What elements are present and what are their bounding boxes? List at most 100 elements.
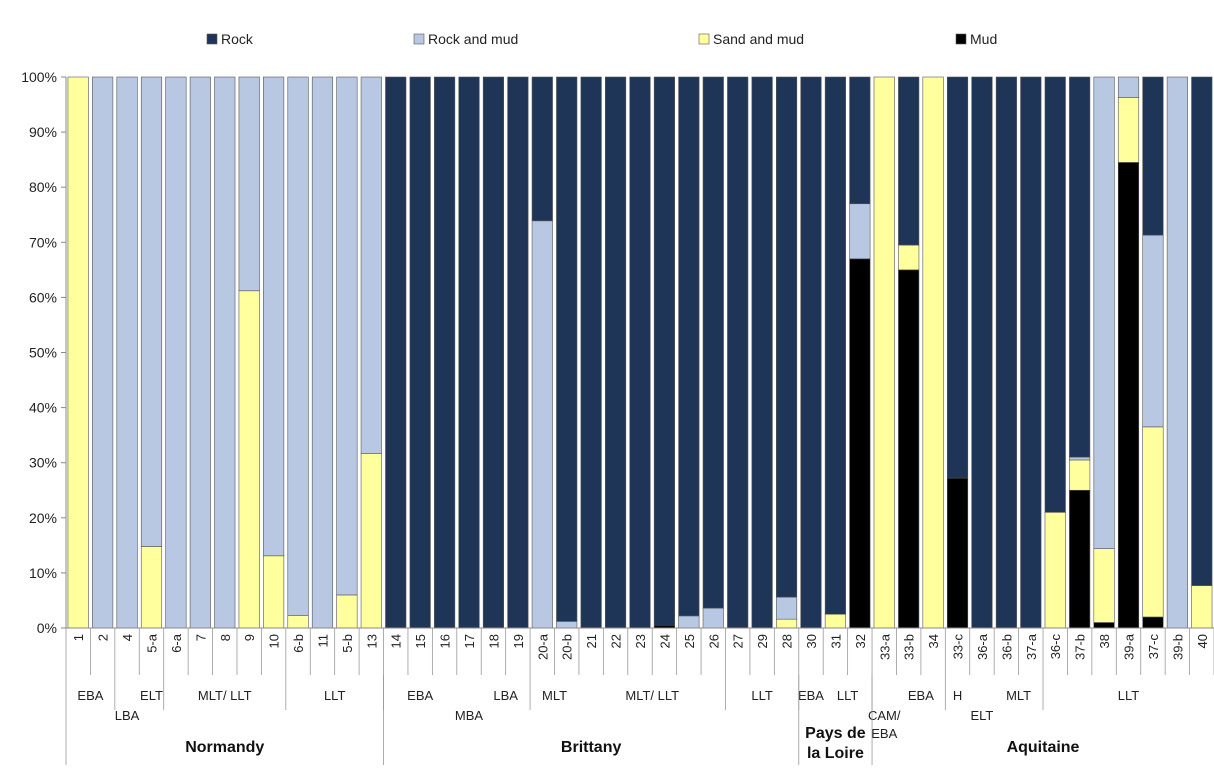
x-tick-label: 30 [804, 634, 819, 648]
region-label: Pays de [805, 725, 866, 742]
legend-label: Rock and mud [428, 31, 518, 47]
bar-segment-sand [360, 453, 382, 629]
x-tick-label: 14 [389, 634, 404, 648]
x-tick-label: 18 [486, 634, 501, 648]
period-label: LBA [115, 708, 140, 723]
bar-segment-rockmud [1142, 234, 1164, 428]
bar-segment-rockmud [531, 220, 553, 629]
bar-segment-rockmud [556, 621, 578, 629]
bar-segment-rock [458, 76, 480, 629]
x-tick-label: 29 [755, 634, 770, 648]
period-label: MLT/ LLT [198, 688, 252, 703]
bar-segment-sand [1142, 426, 1164, 618]
bar-segment-sand [140, 546, 163, 629]
legend-label: Mud [970, 31, 997, 47]
bar-segment-sand [775, 618, 798, 629]
x-tick-label: 27 [731, 634, 746, 648]
x-tick-label: 32 [853, 634, 868, 648]
bar-segment-rockmud [702, 607, 724, 629]
period-label: ELT [971, 708, 994, 723]
period-label: H [953, 688, 962, 703]
bar-segment-rock [751, 76, 773, 629]
x-tick-label: 39-a [1122, 633, 1137, 660]
bar-segment-sand [1093, 548, 1115, 623]
x-tick-label: 20-a [535, 633, 550, 660]
bar-segment-sand [898, 244, 920, 271]
x-tick-label: 11 [315, 634, 330, 648]
y-tick-label: 60% [29, 289, 57, 305]
bar-segment-rockmud [1093, 76, 1115, 549]
legend: Rock Rock and mud Sand and mud Mud [206, 31, 997, 47]
bar-segment-rockmud [1166, 76, 1188, 629]
bar-segment-mud [1142, 616, 1164, 629]
period-label: EBA [871, 726, 897, 741]
x-tick-label: 9 [242, 634, 257, 641]
y-tick-label: 30% [29, 455, 57, 471]
bar-segment-sand [67, 76, 89, 629]
x-tick-label: 23 [633, 634, 648, 648]
region-label: Aquitaine [1007, 739, 1080, 756]
legend-swatch [413, 33, 425, 45]
x-tick-label: 25 [682, 634, 697, 648]
bar-segment-rock [775, 76, 798, 598]
y-tick-label: 40% [29, 400, 57, 416]
period-label: MLT [1006, 688, 1031, 703]
bar-segment-rockmud [189, 76, 211, 629]
bar-segment-mud [1069, 489, 1091, 629]
x-tick-label: 40 [1195, 634, 1210, 648]
legend-swatch [206, 33, 218, 45]
x-tick-label: 5-a [144, 633, 159, 653]
bar-segment-sand [1069, 459, 1091, 491]
bar-segment-rock [482, 76, 505, 629]
bar-segment-rock [385, 76, 407, 629]
bar-segment-rockmud [165, 76, 187, 629]
y-tick-label: 90% [29, 124, 57, 140]
x-tick-label: 33-a [877, 633, 892, 660]
bar-segment-rockmud [336, 76, 358, 596]
x-tick-label: 6-a [169, 633, 184, 653]
bars [67, 76, 1213, 629]
period-label: LLT [324, 688, 345, 703]
x-tick-label: 33-b [902, 634, 917, 660]
bar-segment-rock [1142, 76, 1164, 236]
period-label: CAM/ [868, 708, 901, 723]
bar-segment-sand [873, 76, 895, 629]
x-tick-label: 15 [413, 634, 428, 648]
x-tick-label: 36-b [999, 634, 1014, 660]
x-tick-label: 5-b [340, 634, 355, 653]
bar-segment-rock [556, 76, 578, 622]
legend-swatch [698, 33, 710, 45]
bar-segment-rock [946, 76, 969, 479]
bar-segment-sand [287, 615, 309, 629]
region-label: Normandy [185, 739, 264, 756]
x-tick-label: 2 [96, 634, 111, 641]
bar-segment-rock [1044, 76, 1066, 513]
x-tick-label: 19 [511, 634, 526, 648]
x-axis: 1 2 4 5-a 6-a 7 8 9 10 6-b 11 5-b 13 14 15 16 17 18 19 20-a… [65, 627, 1214, 675]
bar-segment-rock [653, 76, 675, 626]
bar-segment-sand [238, 290, 260, 629]
bar-segment-rockmud [140, 76, 163, 547]
x-tick-label: 13 [364, 634, 379, 648]
bar-segment-sand [922, 76, 944, 629]
bar-segment-rock [531, 76, 553, 222]
legend-label: Sand and mud [713, 31, 804, 47]
x-tick-label: 4 [120, 634, 135, 641]
period-label: LBA [493, 688, 518, 703]
period-label: MLT/ LLT [625, 688, 679, 703]
bar-segment-rockmud [116, 76, 138, 629]
bar-segment-rock [1020, 76, 1042, 629]
x-tick-label: 1 [71, 634, 86, 641]
bar-segment-rock [824, 76, 846, 615]
bar-segment-mud [849, 258, 871, 629]
x-tick-label: 21 [584, 634, 599, 648]
y-tick-label: 70% [29, 234, 57, 250]
period-label: EBA [407, 688, 433, 703]
x-tick-label: 31 [828, 634, 843, 648]
bar-segment-rock [678, 76, 700, 617]
x-tick-label: 37-c [1146, 634, 1161, 660]
x-tick-label: 36-c [1048, 634, 1063, 660]
period-label: EBA [908, 688, 934, 703]
